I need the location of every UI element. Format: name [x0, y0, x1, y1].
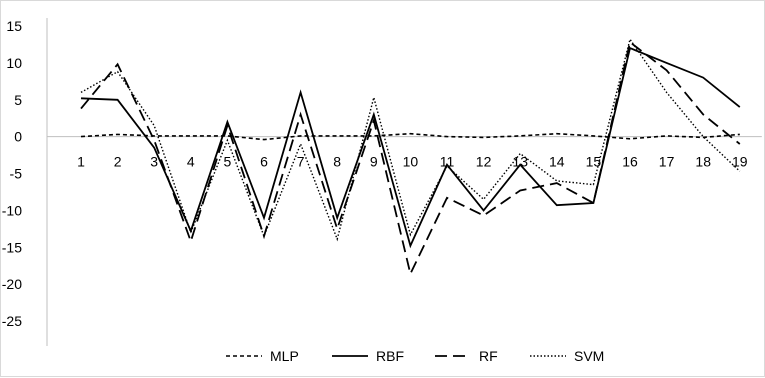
y-tick-label: -20	[2, 276, 22, 292]
x-tick-label: 6	[260, 154, 268, 170]
series-line-rbf	[80, 46, 741, 249]
x-tick-label: 9	[370, 154, 378, 170]
x-tick-label: 13	[512, 154, 528, 170]
x-tick-label: 11	[440, 154, 455, 170]
y-tick-label: 5	[14, 92, 22, 108]
x-tick-label: 19	[732, 154, 748, 170]
y-tick-label: -25	[2, 313, 22, 329]
x-tick-label: 3	[150, 154, 158, 170]
y-tick-label: 10	[6, 55, 22, 71]
x-tick-label: 12	[476, 154, 492, 170]
series-line-mlp	[80, 132, 740, 141]
legend-label-rbf: RBF	[376, 348, 404, 364]
y-tick-label: -15	[2, 239, 22, 255]
x-tick-label: 18	[695, 154, 711, 170]
x-tick-label: 7	[297, 154, 305, 170]
x-tick-label: 8	[333, 154, 341, 170]
legend-label-rf: RF	[479, 348, 498, 364]
x-tick-label: 1	[77, 154, 85, 170]
y-tick-label: 0	[14, 129, 22, 145]
legend-label-svm: SVM	[574, 348, 604, 364]
series-line-svm	[80, 37, 741, 242]
x-tick-label: 14	[549, 154, 565, 170]
x-tick-label: 16	[622, 154, 638, 170]
y-tick-label: 15	[6, 18, 22, 34]
x-tick-label: 10	[403, 154, 419, 170]
x-tick-label: 4	[187, 154, 195, 170]
x-tick-label: 15	[586, 154, 602, 170]
x-tick-label: 17	[659, 154, 675, 170]
y-tick-label: -10	[2, 202, 22, 218]
x-tick-label: 5	[224, 154, 232, 170]
legend-label-mlp: MLP	[270, 348, 299, 364]
y-tick-label: -5	[10, 166, 23, 182]
x-tick-label: 2	[114, 154, 122, 170]
legend: MLP RBF RF SVM	[226, 348, 604, 364]
